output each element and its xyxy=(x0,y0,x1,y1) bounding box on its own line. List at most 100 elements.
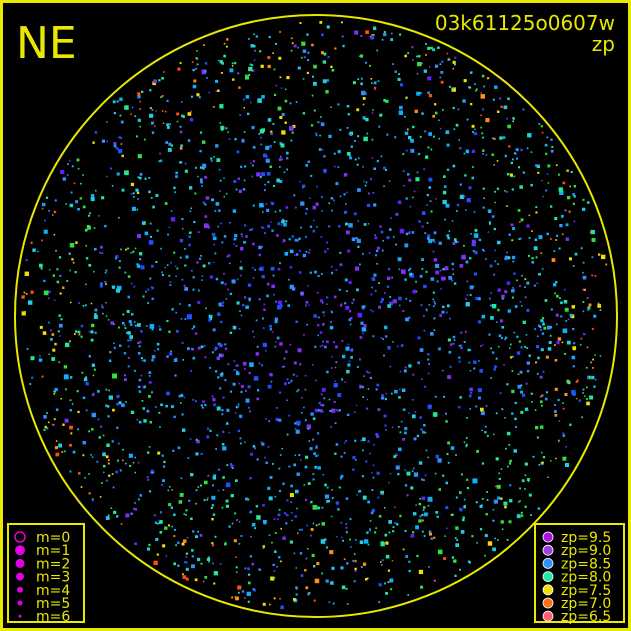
star-point xyxy=(259,50,262,53)
star-point xyxy=(582,207,586,211)
star-point xyxy=(452,67,455,70)
star-point xyxy=(267,56,271,60)
star-point xyxy=(184,287,188,291)
star-point xyxy=(330,106,332,108)
star-point xyxy=(426,309,428,312)
star-point xyxy=(90,338,94,342)
star-point xyxy=(330,197,334,200)
star-point xyxy=(569,423,572,426)
star-point xyxy=(173,186,176,190)
star-point xyxy=(223,177,225,179)
star-point xyxy=(591,256,594,259)
star-point xyxy=(43,290,49,296)
star-point xyxy=(490,347,492,350)
star-point xyxy=(135,188,139,192)
star-point xyxy=(133,369,136,372)
star-point xyxy=(262,342,267,348)
star-point xyxy=(314,465,318,469)
star-point xyxy=(452,242,456,245)
star-point xyxy=(321,506,324,509)
star-point xyxy=(500,105,503,108)
star-point xyxy=(423,479,425,481)
star-point xyxy=(76,158,80,162)
star-point xyxy=(375,527,377,529)
star-point xyxy=(538,123,541,125)
star-point xyxy=(237,585,242,590)
star-point xyxy=(32,248,36,252)
star-point xyxy=(120,137,123,139)
star-point xyxy=(187,139,191,142)
star-point xyxy=(201,185,203,187)
star-point xyxy=(285,350,288,353)
color-legend-label: zp=6.5 xyxy=(561,609,611,625)
star-point xyxy=(420,428,423,431)
star-point xyxy=(345,305,350,310)
star-point xyxy=(447,375,452,379)
star-point xyxy=(265,155,268,158)
star-point xyxy=(541,451,543,454)
star-point xyxy=(397,200,402,204)
star-point xyxy=(222,430,225,433)
size-legend-marker xyxy=(18,614,22,618)
star-point xyxy=(364,61,367,64)
star-point xyxy=(227,288,230,291)
star-point xyxy=(555,164,558,167)
star-point xyxy=(30,356,35,361)
star-point xyxy=(43,415,47,419)
star-point xyxy=(589,231,592,234)
star-point xyxy=(195,438,198,441)
star-point xyxy=(147,478,150,481)
star-point xyxy=(434,472,437,475)
star-point xyxy=(59,292,62,295)
star-point xyxy=(210,506,213,509)
star-point xyxy=(123,324,126,327)
star-point xyxy=(88,473,90,475)
star-point xyxy=(185,255,189,259)
star-point xyxy=(292,124,296,128)
star-point xyxy=(240,390,243,393)
star-point xyxy=(196,63,199,66)
star-point xyxy=(299,528,301,531)
star-point xyxy=(310,528,314,531)
star-point xyxy=(93,314,98,319)
star-point xyxy=(334,165,336,168)
star-point xyxy=(220,281,224,285)
star-point xyxy=(413,512,417,516)
star-point xyxy=(400,83,404,87)
star-point xyxy=(69,409,72,412)
star-point xyxy=(442,109,444,111)
star-point xyxy=(69,340,71,343)
star-point xyxy=(427,456,429,459)
star-point xyxy=(67,174,69,176)
star-point xyxy=(115,470,118,474)
star-point xyxy=(74,271,77,274)
star-point xyxy=(356,108,360,112)
star-point xyxy=(501,294,505,299)
star-point xyxy=(331,68,335,72)
star-point xyxy=(253,336,255,338)
star-point xyxy=(528,237,531,239)
star-point xyxy=(443,557,446,560)
star-point xyxy=(274,345,277,348)
star-point xyxy=(480,114,482,117)
star-point xyxy=(209,366,211,369)
star-point xyxy=(320,273,323,275)
star-point xyxy=(286,433,289,436)
star-point xyxy=(404,131,409,135)
star-point xyxy=(249,362,254,367)
star-point xyxy=(412,125,415,129)
star-point xyxy=(188,235,191,238)
star-point xyxy=(315,524,318,527)
star-point xyxy=(321,51,324,55)
star-point xyxy=(363,324,367,328)
star-point xyxy=(231,65,234,67)
star-point xyxy=(233,539,237,543)
star-point xyxy=(311,553,315,557)
star-point xyxy=(434,64,439,68)
star-point xyxy=(279,76,282,79)
star-point xyxy=(139,108,142,110)
star-point xyxy=(381,394,384,397)
star-point xyxy=(231,596,234,599)
star-point xyxy=(69,159,71,162)
star-point xyxy=(321,572,323,575)
